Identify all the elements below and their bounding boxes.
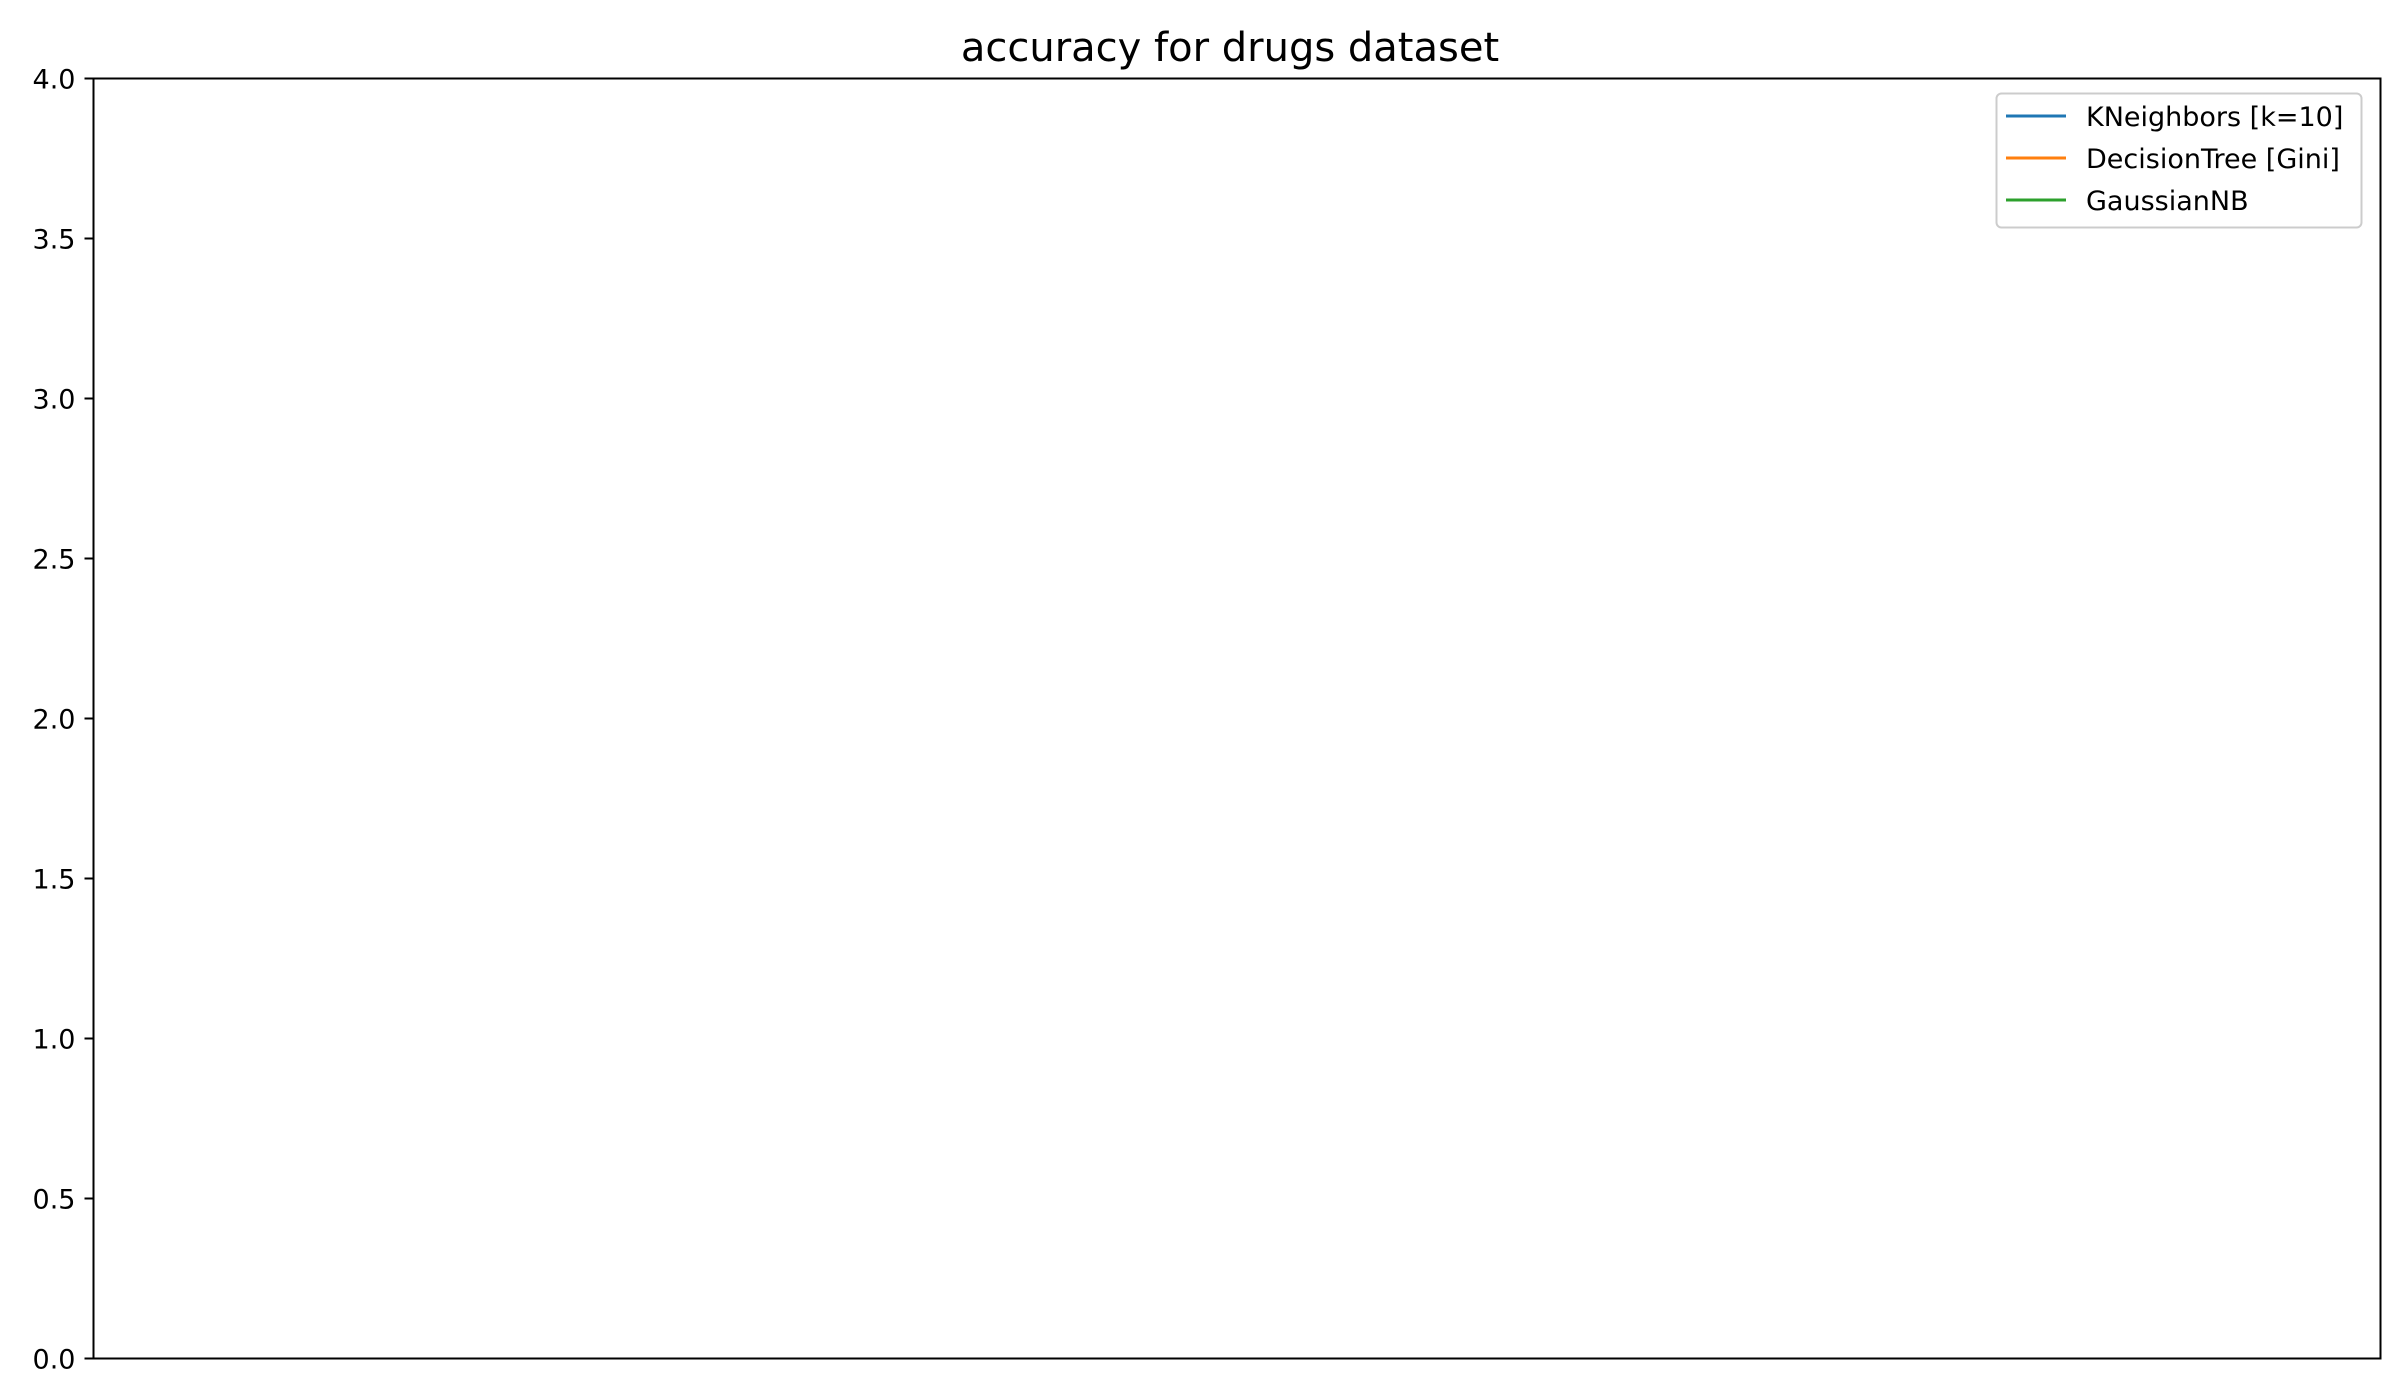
y-axis: 0.0 0.5 1.0 1.5 2.0 2.5 3.0 3.5 4.0 — [33, 65, 94, 1376]
y-tick-label: 0.5 — [33, 1185, 76, 1216]
y-tick-label: 1.5 — [33, 865, 76, 896]
legend-box — [1995, 92, 2363, 229]
y-tick-label: 1.0 — [33, 1025, 76, 1056]
y-tick-label: 3.0 — [33, 385, 76, 416]
y-tick-label: 2.5 — [33, 545, 76, 576]
legend-label: GaussianNB — [2086, 186, 2249, 217]
legend-label: KNeighbors [k=10] — [2086, 102, 2343, 133]
y-tick-label: 4.0 — [33, 65, 76, 96]
y-tick-label: 3.5 — [33, 225, 76, 256]
legend-label: DecisionTree [Gini] — [2086, 144, 2340, 175]
plot-area-frame — [92, 77, 2382, 1360]
legend: KNeighbors [k=10] DecisionTree [Gini] Gaus… — [1995, 92, 2363, 229]
chart-title: accuracy for drugs dataset — [961, 25, 1499, 71]
y-tick-label: 0.0 — [33, 1345, 76, 1376]
y-tick-label: 2.0 — [33, 705, 76, 736]
